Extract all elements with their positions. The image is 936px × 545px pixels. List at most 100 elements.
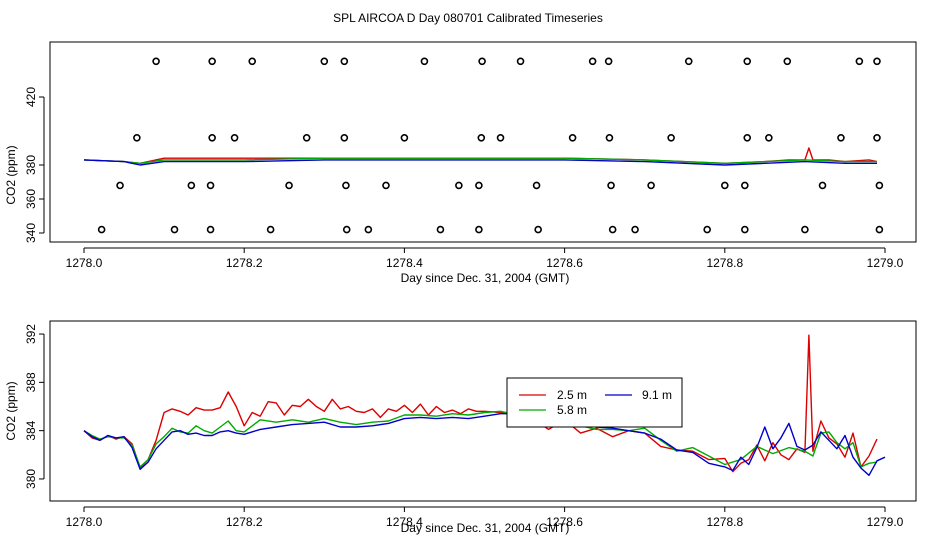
- cal-marker: [875, 181, 884, 190]
- cal-marker: [455, 181, 463, 190]
- top-x-tick-label: 1278.2: [226, 256, 263, 270]
- cal-marker: [647, 181, 655, 190]
- cal-marker: [340, 57, 349, 66]
- top-y-tick-label: 340: [24, 223, 38, 243]
- cal-marker: [703, 225, 711, 234]
- top-plot-frame: [49, 41, 917, 243]
- bottom-series-5-8m: [83, 410, 878, 468]
- cal-marker: [400, 134, 409, 142]
- cal-marker: [302, 134, 311, 142]
- top-y-tick-label: 380: [24, 155, 38, 175]
- cal-marker: [532, 181, 541, 190]
- top-x-tick-label: 1278.4: [386, 256, 423, 270]
- top-series-5-8m: [83, 157, 877, 165]
- bottom-x-tick-label: 1278.0: [66, 515, 103, 529]
- cal-marker: [568, 134, 577, 142]
- cal-marker: [342, 181, 350, 190]
- cal-marker: [588, 57, 597, 66]
- cal-marker: [230, 134, 239, 142]
- legend-box: [506, 377, 683, 428]
- cal-marker: [631, 225, 639, 234]
- legend: 2.5 m 9.1 m 5.8 m: [506, 377, 683, 428]
- cal-marker: [607, 181, 615, 190]
- cal-marker: [475, 181, 483, 190]
- cal-marker: [187, 181, 196, 190]
- cal-marker: [741, 225, 749, 234]
- top-x-tick-label: 1278.6: [546, 256, 583, 270]
- bottom-panel: 1278.0 1278.2 1278.4 1278.6 1278.8 1279.0 380…: [4, 320, 917, 535]
- top-y-tick-label: 360: [24, 189, 38, 209]
- cal-marker: [420, 57, 429, 66]
- top-x-tick-label: 1278.0: [66, 256, 103, 270]
- top-y-axis: 340 360 380 420: [24, 87, 45, 243]
- cal-marker: [382, 181, 390, 190]
- cal-marker: [475, 225, 483, 234]
- bottom-y-tick-label: 392: [24, 324, 38, 344]
- cal-marker: [605, 134, 614, 142]
- cal-marker: [266, 225, 275, 234]
- cal-marker: [436, 225, 445, 234]
- cal-marker: [208, 134, 216, 142]
- bottom-x-tick-label: 1278.8: [706, 515, 743, 529]
- bottom-x-tick-label: 1278.2: [226, 515, 263, 529]
- cal-marker: [765, 134, 773, 142]
- bottom-y-tick-label: 384: [24, 420, 38, 440]
- bottom-series-9-1m: [83, 411, 886, 476]
- cal-marker: [516, 57, 525, 66]
- bottom-y-axis-label: CO2 (ppm): [4, 381, 18, 440]
- cal-marker: [801, 225, 809, 234]
- top-series: [83, 147, 878, 166]
- bottom-y-axis: 380 384 388 392: [24, 324, 45, 489]
- cal-marker: [340, 134, 349, 142]
- cal-marker: [320, 57, 329, 66]
- top-panel: 1278.0 1278.2 1278.4 1278.6 1278.8 1279.0 340…: [4, 41, 917, 285]
- bottom-x-tick-label: 1279.0: [867, 515, 904, 529]
- cal-marker: [743, 57, 752, 66]
- cal-marker: [837, 134, 845, 142]
- cal-marker: [608, 225, 617, 234]
- top-x-axis-label: Day since Dec. 31, 2004 (GMT): [401, 271, 570, 285]
- cal-marker: [873, 134, 881, 142]
- cal-marker: [667, 134, 675, 142]
- top-markers: [97, 57, 884, 234]
- cal-marker: [873, 57, 881, 66]
- top-y-tick-label: 420: [24, 87, 38, 107]
- top-series-9-1m: [83, 159, 877, 166]
- cal-marker: [743, 134, 752, 142]
- bottom-x-axis: 1278.0 1278.2 1278.4 1278.6 1278.8 1279.0: [66, 506, 904, 529]
- cal-marker: [285, 181, 293, 190]
- figure-title: SPL AIRCOA D Day 080701 Calibrated Times…: [333, 11, 603, 25]
- cal-marker: [875, 225, 884, 234]
- cal-marker: [206, 181, 215, 190]
- cal-marker: [208, 57, 216, 66]
- bottom-x-tick-label: 1278.4: [386, 515, 423, 529]
- cal-marker: [478, 57, 486, 66]
- cal-marker: [741, 181, 749, 190]
- legend-label-2-5m: 2.5 m: [557, 388, 587, 402]
- cal-marker: [534, 225, 542, 234]
- bottom-series-2-5m: [83, 334, 878, 473]
- bottom-plot-frame: [49, 320, 917, 502]
- cal-marker: [97, 225, 106, 234]
- cal-marker: [604, 57, 613, 66]
- bottom-y-tick-label: 380: [24, 469, 38, 489]
- cal-marker: [818, 181, 827, 190]
- cal-marker: [720, 181, 729, 190]
- bottom-y-tick-label: 388: [24, 372, 38, 392]
- top-x-tick-label: 1279.0: [867, 256, 904, 270]
- cal-marker: [116, 181, 124, 190]
- bottom-series: [83, 334, 886, 476]
- top-x-tick-label: 1278.8: [706, 256, 743, 270]
- cal-marker: [364, 225, 373, 234]
- bottom-x-axis-label: Day since Dec. 31, 2004 (GMT): [401, 521, 570, 535]
- cal-marker: [783, 57, 792, 66]
- cal-marker: [496, 134, 505, 142]
- bottom-x-tick-label: 1278.6: [546, 515, 583, 529]
- top-x-axis: 1278.0 1278.2 1278.4 1278.6 1278.8 1279.0: [66, 247, 904, 270]
- cal-marker: [206, 225, 215, 234]
- cal-marker: [855, 57, 864, 66]
- cal-marker: [477, 134, 486, 142]
- cal-marker: [248, 57, 257, 66]
- cal-marker: [684, 57, 693, 66]
